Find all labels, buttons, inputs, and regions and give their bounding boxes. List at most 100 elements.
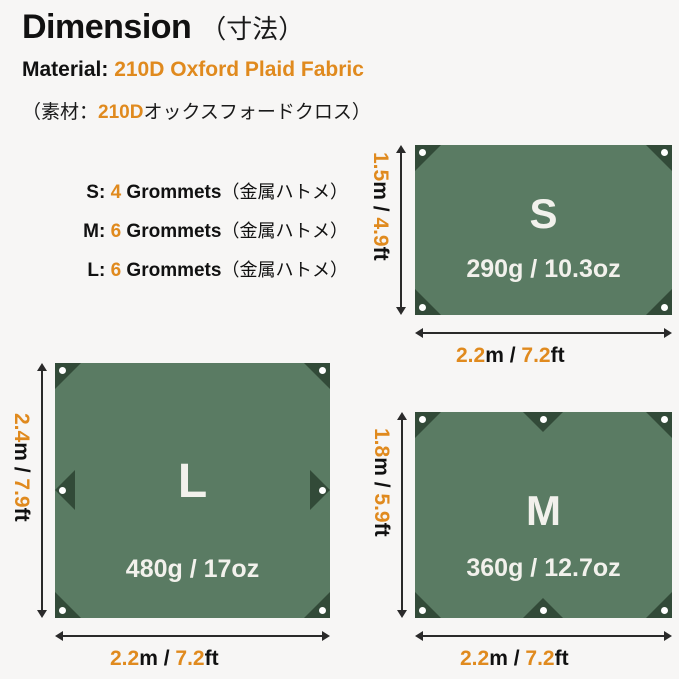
grommet-corner-bottom-left [55, 592, 81, 618]
grommet-corner-top-right [646, 145, 672, 171]
height-unit-l-m: m [10, 442, 33, 461]
height-unit-m-m: m [370, 457, 393, 476]
width-sep-l: / [157, 647, 176, 670]
grommet-size-m: M: [83, 221, 106, 242]
page-title: Dimension （寸法） [22, 8, 304, 47]
grommet-label-l: Grommets [126, 260, 222, 281]
width-num-m-m: 2.2 [460, 647, 490, 670]
eyelet-icon [319, 367, 326, 374]
eyelet-icon [319, 487, 326, 494]
height-unit-s-m: m [369, 181, 392, 200]
eyelet-icon [661, 607, 668, 614]
width-unit-l-ft: ft [204, 647, 219, 670]
height-num-m-ft: 5.9 [370, 493, 393, 523]
eyelet-icon [419, 607, 426, 614]
eyelet-icon [540, 607, 547, 614]
width-num-l-ft: 7.2 [175, 647, 205, 670]
height-num-l-m: 2.4 [10, 413, 33, 443]
material-line: Material: 210D Oxford Plaid Fabric [22, 58, 364, 82]
tarp-size-letter-m: M [526, 487, 561, 534]
title-japanese: （寸法） [200, 14, 305, 44]
eyelet-icon [419, 149, 426, 156]
height-unit-s-ft: ft [369, 246, 392, 261]
dimension-label-height-m: 1.8m / 5.9ft [369, 428, 393, 537]
grommet-count-m: 6 [110, 221, 122, 242]
height-num-l-ft: 7.9 [10, 478, 33, 508]
tarp-weight-s: 290g / 10.3oz [466, 255, 621, 283]
width-unit-m-m: m [489, 647, 508, 670]
tarp-panel-m: M 360g / 12.7oz [415, 412, 672, 618]
eyelet-icon [59, 607, 66, 614]
height-num-m-m: 1.8 [370, 428, 393, 458]
dimension-label-height-s: 1.5m / 4.9ft [368, 152, 392, 261]
dimension-label-width-l: 2.2m / 7.2ft [110, 647, 219, 671]
tarp-weight-l: 480g / 17oz [125, 555, 260, 583]
material-label: Material: [22, 58, 109, 81]
tarp-weight-m: 360g / 12.7oz [466, 554, 621, 582]
eyelet-icon [59, 487, 66, 494]
material-jp-value: 210D [98, 102, 144, 123]
eyelet-icon [661, 416, 668, 423]
width-sep-m: / [507, 647, 526, 670]
dimension-label-width-s: 2.2m / 7.2ft [456, 344, 565, 368]
eyelet-icon [319, 607, 326, 614]
width-unit-l-m: m [139, 647, 158, 670]
dimension-label-width-m: 2.2m / 7.2ft [460, 647, 569, 671]
height-sep-m: / [370, 475, 393, 494]
grommet-corner-top-right [646, 412, 672, 438]
grommet-corner-bottom-right [646, 289, 672, 315]
material-jp-prefix: （素材： [22, 102, 99, 123]
grommet-corner-bottom-left [415, 592, 441, 618]
grommet-count-l: 6 [110, 260, 122, 281]
grommet-corner-top-left [415, 412, 441, 438]
width-unit-m-ft: ft [554, 647, 569, 670]
material-jp-suffix: オックスフォードクロス） [143, 102, 371, 123]
grommet-list: S: 4 Grommets（金属ハトメ） M: 6 Grommets（金属ハトメ… [0, 178, 352, 295]
grommet-corner-top-right [304, 363, 330, 389]
grommet-row-s: S: 4 Grommets（金属ハトメ） [0, 178, 352, 204]
grommet-corner-bottom-right [304, 592, 330, 618]
grommet-jp-m: （金属ハトメ） [221, 221, 348, 241]
height-sep-l: / [10, 460, 33, 479]
title-english: Dimension [22, 8, 192, 46]
grommet-label-m: Grommets [126, 221, 222, 242]
dimension-arrow-vertical-m [396, 412, 408, 618]
grommet-corner-top-left [415, 145, 441, 171]
dimension-arrow-vertical-l [36, 363, 48, 618]
grommet-corner-bottom-right [646, 592, 672, 618]
width-num-m-ft: 7.2 [525, 647, 555, 670]
eyelet-icon [540, 416, 547, 423]
eyelet-icon [59, 367, 66, 374]
width-sep-s: / [503, 344, 522, 367]
eyelet-icon [419, 416, 426, 423]
tarp-panel-l: L 480g / 17oz [55, 363, 330, 618]
grommet-corner-bottom-left [415, 289, 441, 315]
material-line-japanese: （素材：210Dオックスフォードクロス） [22, 97, 371, 124]
tarp-panel-s: S 290g / 10.3oz [415, 145, 672, 315]
grommet-jp-l: （金属ハトメ） [221, 260, 348, 280]
width-num-l-m: 2.2 [110, 647, 140, 670]
grommet-corner-top-left [55, 363, 81, 389]
height-num-s-m: 1.5 [369, 152, 392, 182]
grommet-jp-s: （金属ハトメ） [221, 182, 348, 202]
width-num-s-m: 2.2 [456, 344, 486, 367]
dimension-arrow-horizontal-m [415, 630, 672, 642]
material-value: 210D Oxford Plaid Fabric [114, 58, 364, 81]
dimension-arrow-horizontal-l [55, 630, 330, 642]
eyelet-icon [661, 304, 668, 311]
height-unit-m-ft: ft [370, 522, 393, 537]
grommet-count-s: 4 [110, 182, 122, 203]
grommet-label-s: Grommets [126, 182, 222, 203]
height-sep-s: / [369, 199, 392, 218]
width-unit-s-m: m [485, 344, 504, 367]
tarp-size-letter-s: S [529, 190, 558, 237]
dimension-arrow-vertical-s [395, 145, 407, 315]
dimension-arrow-horizontal-s [415, 327, 672, 339]
tarp-size-letter-l: L [177, 455, 208, 508]
height-num-s-ft: 4.9 [369, 217, 392, 247]
grommet-row-m: M: 6 Grommets（金属ハトメ） [0, 217, 352, 243]
width-num-s-ft: 7.2 [521, 344, 551, 367]
eyelet-icon [661, 149, 668, 156]
grommet-row-l: L: 6 Grommets（金属ハトメ） [0, 256, 352, 282]
